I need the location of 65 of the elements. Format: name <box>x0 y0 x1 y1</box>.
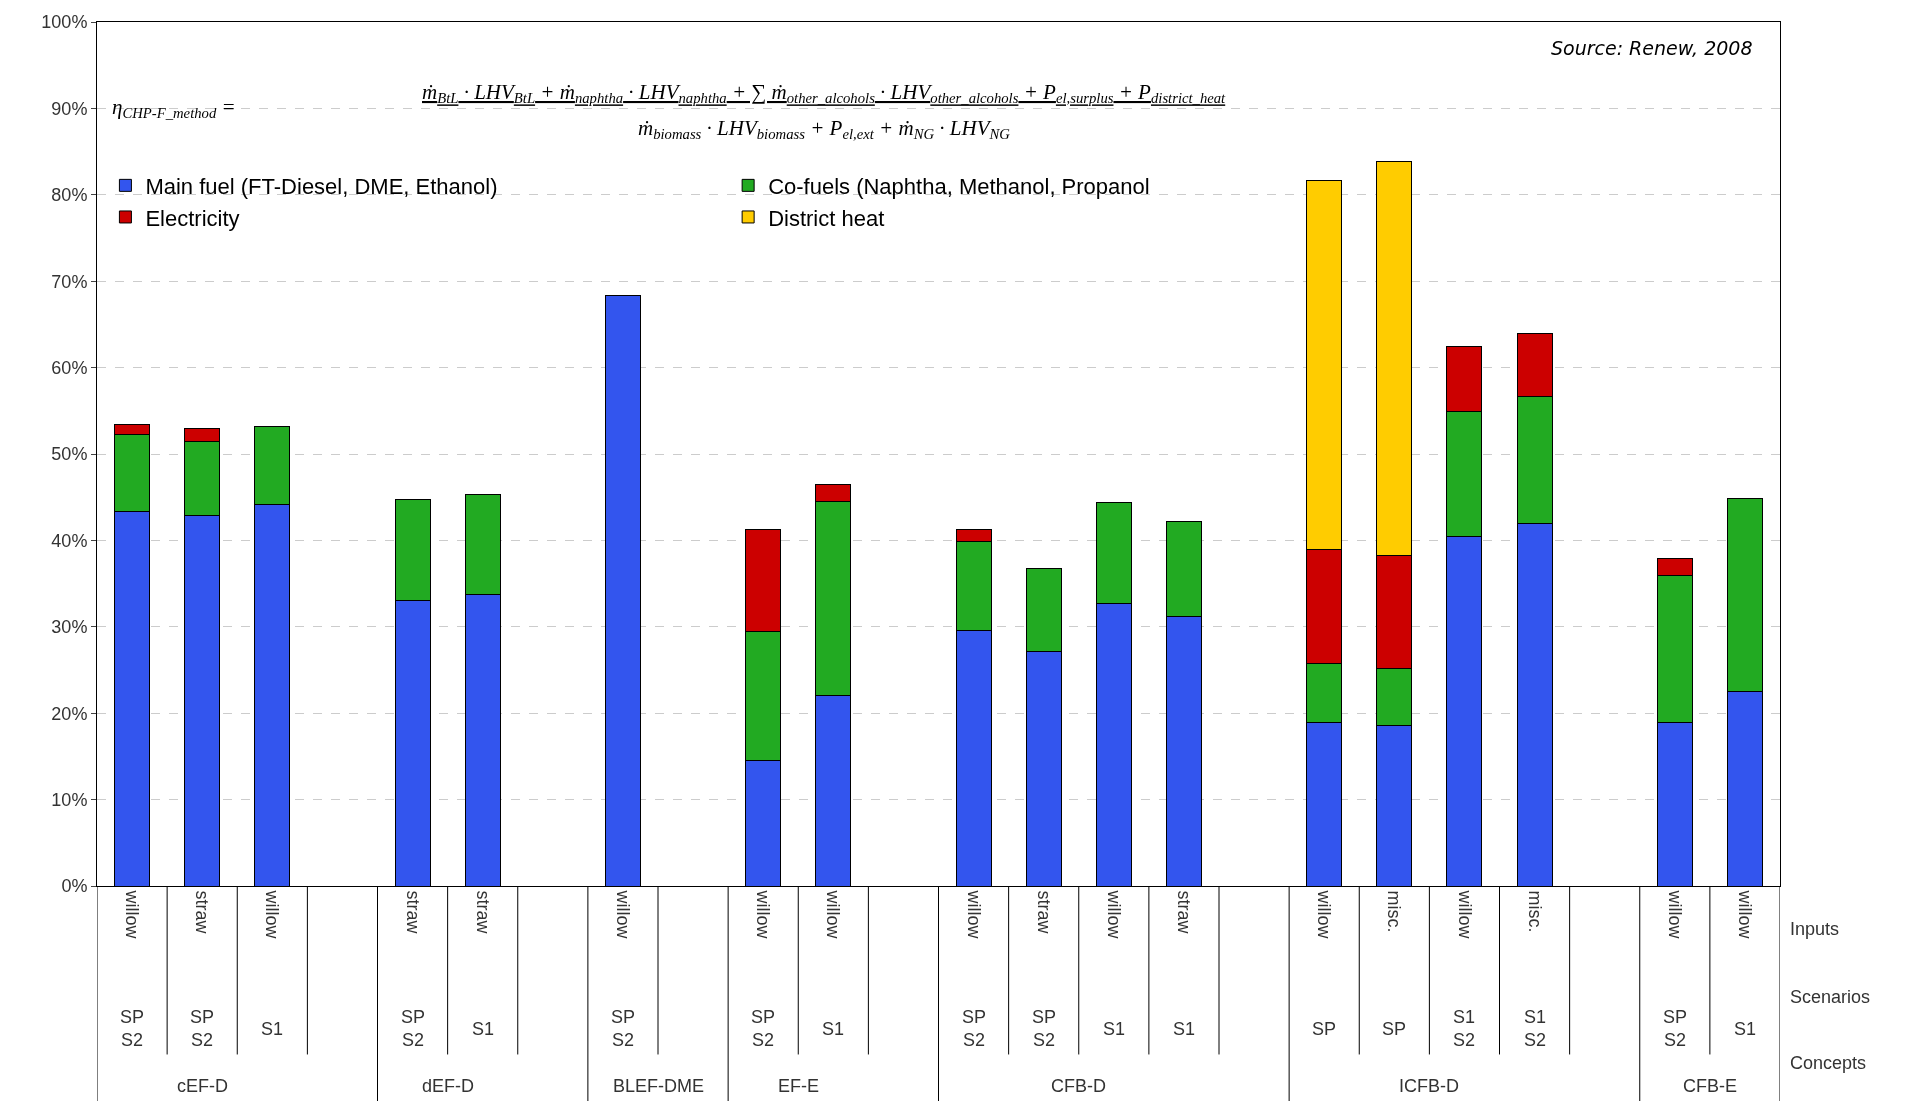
y-tick-label: 0% <box>61 876 88 897</box>
x-tick-label: straw <box>472 890 493 935</box>
x-tick-label: willow <box>1735 889 1756 940</box>
text: BLEF-DME <box>613 1076 705 1096</box>
text: SP S2 <box>120 1007 145 1051</box>
x-tick-label: misc. <box>1384 890 1405 933</box>
text: cEF-D <box>177 1076 228 1096</box>
text: SP S2 <box>401 1007 426 1051</box>
text: S1 <box>261 1019 284 1039</box>
x-tick-label: misc. <box>1524 890 1545 933</box>
x-tick-label: willow <box>1103 889 1124 940</box>
text: S1 S2 <box>1524 1007 1547 1051</box>
text: SP <box>1312 1019 1337 1039</box>
y-tick-label: 30% <box>51 617 88 638</box>
x-tick-label: willow <box>262 889 283 940</box>
x-tick-label: willow <box>963 889 984 940</box>
text: Scenarios <box>1790 987 1871 1007</box>
text: S1 S2 <box>1453 1007 1476 1051</box>
x-tick-label: willow <box>753 889 774 940</box>
x-tick-label: straw <box>1174 890 1195 935</box>
text: S1 <box>472 1019 495 1039</box>
text: ṁ$_{biomass}$ · LHV$_{biomass}$ + P$_{el,ext}$ + ṁ$_{NG}$ · LHV$_{NG}$ <box>638 116 1010 143</box>
y-tick-label: 50% <box>51 444 88 465</box>
text: S1 <box>1734 1019 1757 1039</box>
text: SP S2 <box>962 1007 987 1051</box>
y-tick-label: 60% <box>51 357 88 378</box>
annotation: η$_{CHP-F_method}$ = <box>112 95 236 122</box>
y-tick-label: 40% <box>51 530 88 551</box>
text: S1 <box>822 1019 845 1039</box>
y-tick-label: 20% <box>51 703 88 724</box>
text: S1 <box>1173 1019 1196 1039</box>
y-tick-label: 80% <box>51 185 88 206</box>
y-tick-label: 100% <box>41 12 88 33</box>
legend-label: Main fuel (FT-Diesel, DME, Ethanol) <box>145 173 498 199</box>
legend-label: Electricity <box>145 205 240 231</box>
annotation: Source: Renew, 2008 <box>1551 37 1753 59</box>
text: dEF-D <box>422 1076 475 1096</box>
legend-label: District heat <box>768 205 885 231</box>
x-tick-label: willow <box>1664 889 1685 940</box>
text: SP S2 <box>751 1007 776 1051</box>
y-tick-label: 90% <box>51 98 88 119</box>
x-tick-label: straw <box>402 890 423 935</box>
text: SP S2 <box>1032 1007 1057 1051</box>
y-tick-label: 70% <box>51 271 88 292</box>
x-tick-label: straw <box>192 890 213 935</box>
text: EF-E <box>778 1076 820 1096</box>
text: S1 <box>1103 1019 1126 1039</box>
text: SP S2 <box>190 1007 215 1051</box>
x-tick-label: willow <box>1314 889 1335 940</box>
text: ICFB-D <box>1399 1076 1459 1096</box>
text: Inputs <box>1790 919 1840 939</box>
text: SP S2 <box>1663 1007 1688 1051</box>
x-tick-label: willow <box>613 889 634 940</box>
text: SP <box>1382 1019 1407 1039</box>
x-tick-label: willow <box>823 889 844 940</box>
x-tick-label: willow <box>122 889 143 940</box>
x-tick-label: willow <box>1454 889 1475 940</box>
y-tick-label: 10% <box>51 789 88 810</box>
text: Concepts <box>1790 1053 1867 1073</box>
text: CFB-D <box>1051 1076 1106 1096</box>
text: CFB-E <box>1683 1076 1737 1096</box>
text: ṁ$_{BtL}$ · LHV$_{BtL}$ + ṁ$_{naphtha}$ · LHV$_{naphtha}$ + ∑ ṁ$_{other_alcohols}$ · LHV$_{other_alcohols}$ + P$_{el,surplus}$ + P$_{district_heat}$ <box>422 80 1226 107</box>
text: SP S2 <box>611 1007 636 1051</box>
x-tick-label: straw <box>1033 890 1054 935</box>
legend-label: Co-fuels (Naphtha, Methanol, Propanol <box>768 173 1150 199</box>
